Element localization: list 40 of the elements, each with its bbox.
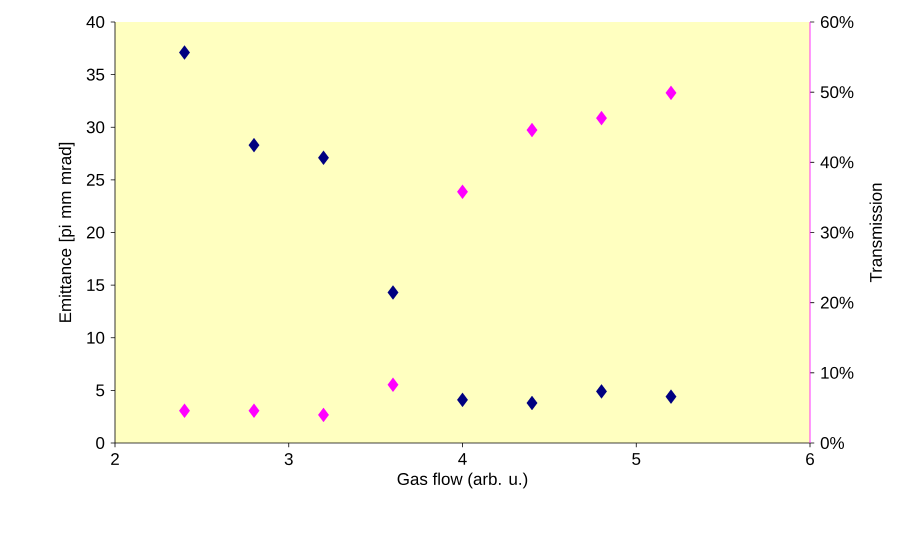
y2-tick-label: 0% (820, 437, 844, 449)
point (457, 392, 468, 408)
y-axis-title: Emittance [pi mm mrad] (58, 142, 75, 322)
y-tick-label: 25 (86, 174, 104, 186)
point (457, 184, 468, 200)
point (248, 404, 260, 418)
x-tick-label: 2 (111, 453, 119, 465)
y2-axis-title: Transmission (869, 184, 882, 282)
point (666, 86, 676, 100)
y-tick-label: 0 (96, 437, 104, 449)
y-tick-label: 20 (86, 226, 104, 238)
y-tick-label: 30 (86, 121, 104, 134)
point (388, 378, 398, 392)
point (526, 122, 538, 138)
y2-tick-label: 20% (820, 296, 854, 309)
point (666, 389, 676, 404)
x-tick-label: 5 (632, 453, 640, 465)
x-tick-label: 6 (806, 453, 814, 466)
x-axis-title: Gas flow (arb. u.) (398, 472, 528, 488)
point (388, 285, 398, 300)
x-tick-label: 3 (284, 453, 293, 466)
point (318, 408, 329, 422)
y2-tick-label: 10% (821, 366, 854, 379)
point (179, 45, 190, 60)
point (179, 404, 190, 418)
y-tick-label: 35 (86, 68, 104, 81)
y-tick-label: 40 (86, 16, 104, 28)
y2-tick-label: 40% (820, 156, 854, 168)
y2-tick-label: 60% (820, 16, 854, 28)
y-tick-label: 5 (96, 384, 104, 396)
y2-tick-label: 30% (820, 226, 854, 239)
x-tick-label: 4 (458, 453, 467, 465)
point (526, 396, 538, 410)
point (596, 110, 607, 126)
y-tick-label: 10 (87, 332, 104, 344)
y2-tick-label: 50% (820, 86, 854, 98)
y-tick-label: 15 (87, 279, 104, 292)
point (596, 384, 607, 399)
point (248, 138, 260, 152)
point (318, 150, 329, 165)
